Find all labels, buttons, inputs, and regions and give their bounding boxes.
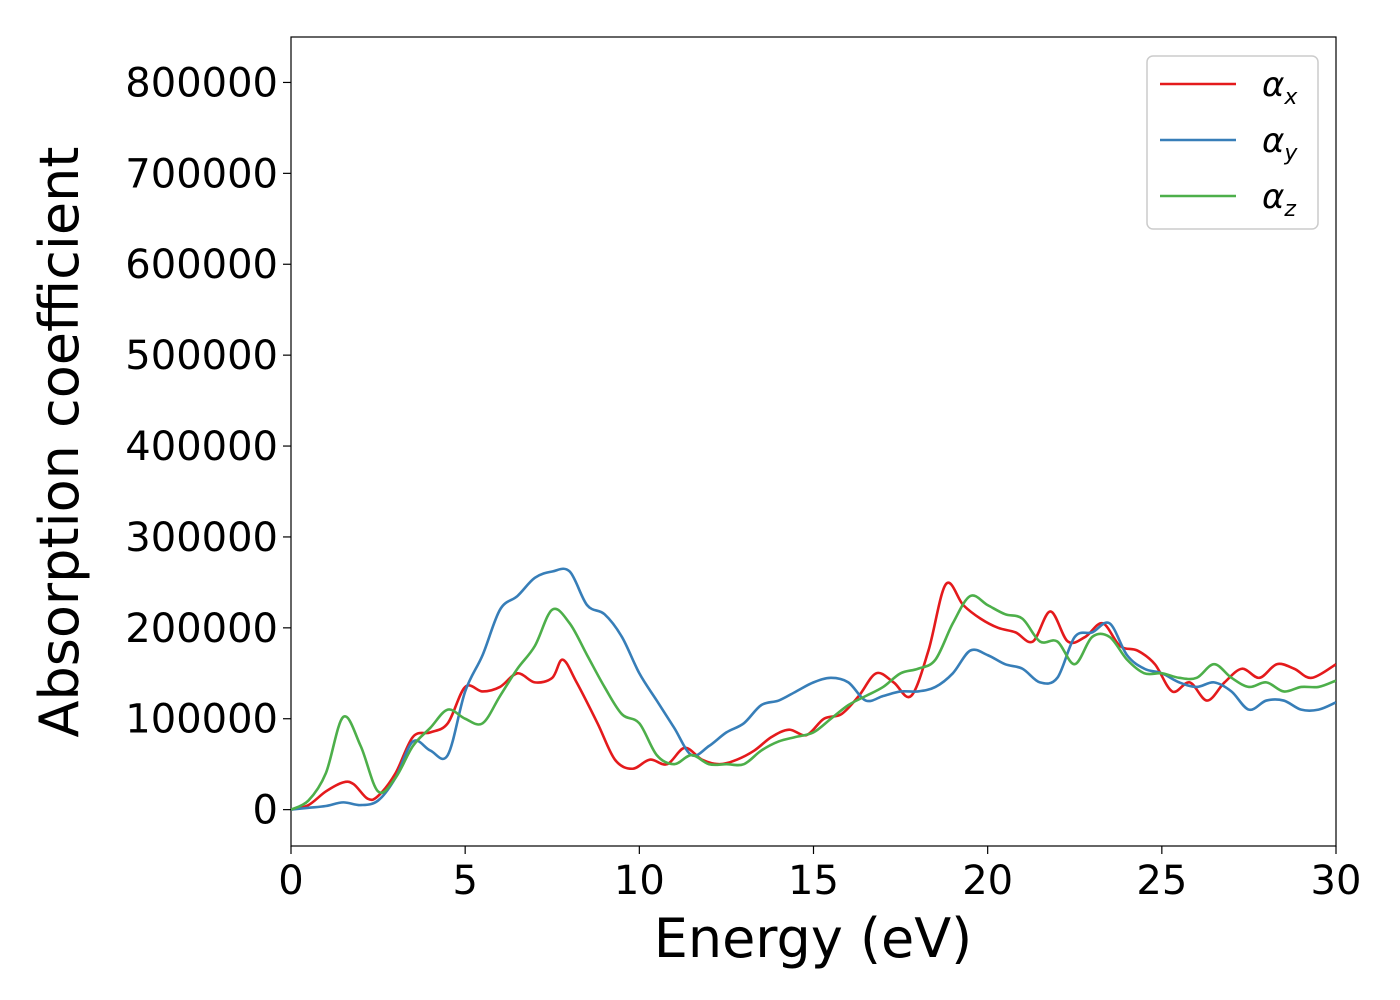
- x-tick-label: 0: [278, 858, 303, 904]
- series-line-x: [291, 581, 1336, 811]
- x-tick-label: 10: [614, 858, 665, 904]
- x-tick-label: 25: [1136, 858, 1187, 904]
- y-tick-label: 800000: [125, 60, 278, 106]
- x-tick-label: 20: [962, 858, 1013, 904]
- legend-box: [1146, 55, 1319, 230]
- legend-subscript: x: [1283, 85, 1298, 110]
- legend-label-x: αx: [1262, 65, 1298, 110]
- y-tick-label: 0: [253, 788, 278, 834]
- y-tick-label: 200000: [125, 606, 278, 652]
- series-line-z: [291, 594, 1336, 811]
- x-axis-ticks: 0 5 10 15 20 25 30: [278, 846, 1361, 904]
- legend-symbol: α: [1262, 65, 1284, 105]
- x-tick-label: 15: [788, 858, 839, 904]
- legend-subscript: y: [1283, 141, 1298, 166]
- y-axis-ticks: 0 100000 200000 300000 400000 500000 600000 700…: [125, 60, 291, 834]
- y-tick-label: 300000: [125, 515, 278, 561]
- y-tick-label: 600000: [125, 242, 278, 288]
- y-axis-title: Absorption coefficient: [28, 147, 91, 738]
- y-tick-label: 100000: [125, 697, 278, 743]
- legend-symbol: α: [1262, 177, 1284, 217]
- y-tick-label: 700000: [125, 151, 278, 197]
- legend-label-z: αz: [1262, 177, 1296, 222]
- y-tick-label: 500000: [125, 333, 278, 379]
- legend-label-y: αy: [1262, 121, 1298, 166]
- legend-subscript: z: [1283, 197, 1296, 222]
- x-axis-title: Energy (eV): [654, 907, 973, 970]
- y-tick-label: 400000: [125, 424, 278, 470]
- series-layer: [291, 567, 1336, 811]
- legend-symbol: α: [1262, 121, 1284, 161]
- x-tick-label: 30: [1311, 858, 1362, 904]
- x-tick-label: 5: [452, 858, 477, 904]
